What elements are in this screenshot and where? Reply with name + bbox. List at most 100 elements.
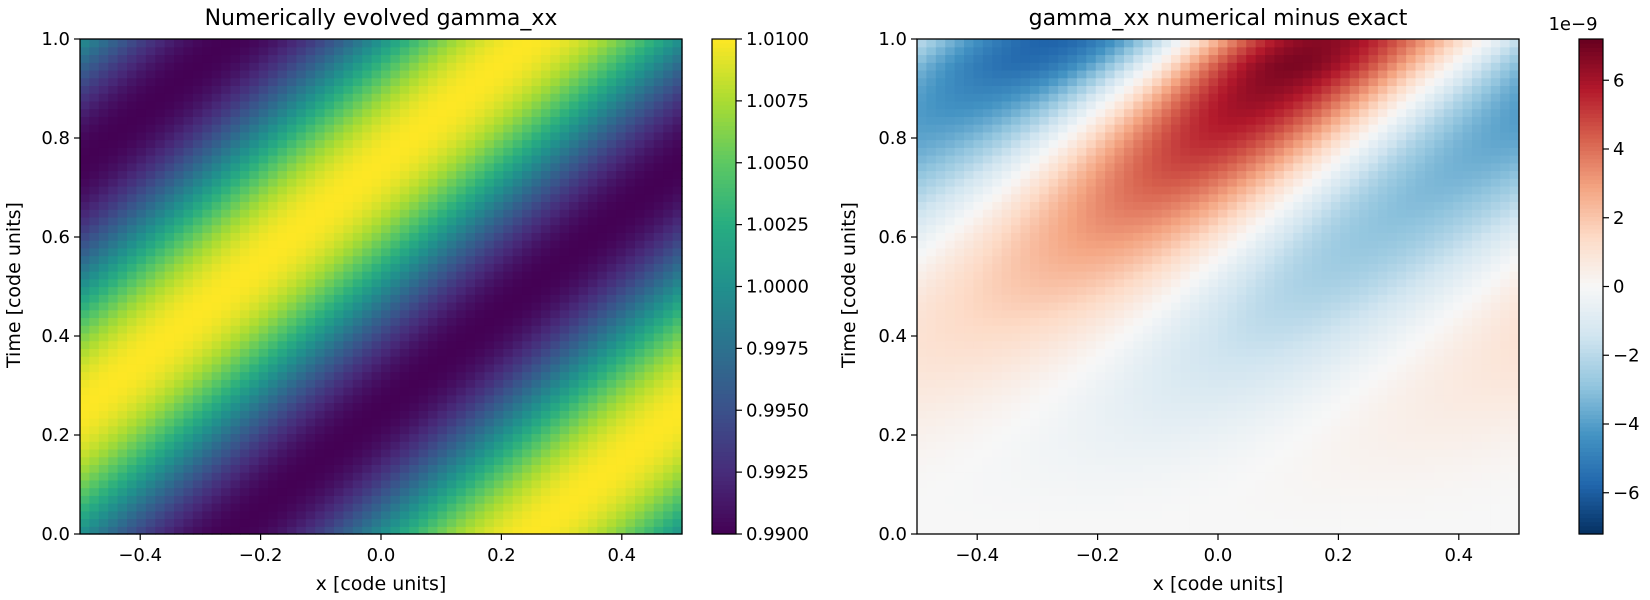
- heatmap-cell: [644, 363, 655, 373]
- heatmap-cell: [503, 479, 514, 489]
- heatmap-cell: [324, 247, 335, 257]
- heatmap-cell: [1048, 510, 1059, 520]
- heatmap-cell: [587, 209, 598, 218]
- heatmap-cell: [381, 309, 392, 319]
- heatmap-cell: [559, 124, 570, 133]
- colorbar-cell: [712, 521, 736, 527]
- heatmap-cell: [634, 147, 645, 156]
- heatmap-cell: [503, 193, 514, 203]
- heatmap-cell: [973, 518, 984, 527]
- heatmap-cell: [409, 340, 420, 349]
- heatmap-cell: [80, 139, 91, 148]
- heatmap-cell: [625, 271, 636, 280]
- heatmap-cell: [1330, 503, 1341, 512]
- heatmap-cell: [343, 464, 354, 473]
- heatmap-cell: [98, 85, 109, 94]
- heatmap-cell: [89, 479, 100, 489]
- heatmap-cell: [296, 185, 307, 195]
- heatmap-cell: [174, 147, 185, 156]
- heatmap-cell: [174, 371, 185, 380]
- heatmap-cell: [672, 286, 683, 295]
- heatmap-cell: [371, 232, 382, 241]
- heatmap-cell: [550, 487, 561, 496]
- heatmap-cell: [352, 325, 363, 334]
- heatmap-cell: [1208, 487, 1219, 496]
- heatmap-cell: [371, 85, 382, 94]
- heatmap-cell: [1020, 441, 1031, 450]
- heatmap-cell: [531, 441, 542, 450]
- heatmap-cell: [399, 108, 410, 117]
- heatmap-cell: [644, 348, 655, 357]
- heatmap-cell: [268, 201, 279, 210]
- heatmap-cell: [108, 232, 119, 241]
- heatmap-cell: [569, 371, 580, 380]
- heatmap-cell: [973, 510, 984, 520]
- heatmap-cell: [446, 201, 457, 210]
- heatmap-cell: [305, 441, 316, 450]
- heatmap-cell: [540, 441, 551, 450]
- heatmap-cell: [164, 363, 175, 373]
- heatmap-cell: [98, 510, 109, 520]
- heatmap-cell: [305, 456, 316, 465]
- heatmap-cell: [1189, 510, 1200, 520]
- heatmap-cell: [1312, 526, 1323, 535]
- heatmap-cell: [522, 332, 533, 342]
- heatmap-cell: [625, 247, 636, 257]
- heatmap-cell: [446, 46, 457, 56]
- heatmap-cell: [155, 62, 166, 71]
- heatmap-cell: [653, 209, 664, 218]
- heatmap-cell: [174, 100, 185, 110]
- heatmap-cell: [512, 116, 523, 125]
- heatmap-cell: [428, 54, 439, 63]
- heatmap-cell: [343, 340, 354, 349]
- heatmap-cell: [503, 503, 514, 512]
- heatmap-cell: [221, 309, 232, 319]
- heatmap-cell: [108, 363, 119, 373]
- heatmap-cell: [352, 39, 363, 48]
- heatmap-cell: [343, 487, 354, 496]
- heatmap-cell: [202, 255, 213, 264]
- heatmap-cell: [127, 371, 138, 380]
- heatmap-cell: [305, 518, 316, 527]
- heatmap-cell: [1189, 526, 1200, 535]
- heatmap-cell: [559, 340, 570, 349]
- heatmap-cell: [484, 255, 495, 264]
- heatmap-cell: [211, 240, 222, 249]
- heatmap-cell: [80, 108, 91, 117]
- heatmap-cell: [522, 131, 533, 141]
- heatmap-cell: [268, 301, 279, 311]
- heatmap-cell: [982, 441, 993, 450]
- heatmap-cell: [399, 371, 410, 380]
- heatmap-cell: [1246, 526, 1257, 535]
- heatmap-cell: [465, 371, 476, 380]
- heatmap-cell: [305, 46, 316, 56]
- heatmap-cell: [174, 294, 185, 303]
- heatmap-cell: [381, 394, 392, 404]
- heatmap-cell: [475, 201, 486, 210]
- heatmap-cell: [465, 193, 476, 203]
- heatmap-cell: [80, 363, 91, 373]
- heatmap-cell: [672, 240, 683, 249]
- heatmap-cell: [559, 100, 570, 110]
- heatmap-cell: [531, 77, 542, 86]
- heatmap-cell: [136, 433, 147, 442]
- heatmap-cell: [343, 162, 354, 172]
- heatmap-cell: [145, 518, 156, 527]
- heatmap-cell: [634, 131, 645, 141]
- heatmap-cell: [258, 108, 269, 117]
- heatmap-cell: [343, 170, 354, 179]
- heatmap-cell: [249, 124, 260, 133]
- heatmap-cell: [98, 464, 109, 473]
- heatmap-cell: [145, 170, 156, 179]
- heatmap-cell: [221, 301, 232, 311]
- heatmap-cell: [644, 147, 655, 156]
- heatmap-cell: [324, 464, 335, 473]
- heatmap-cell: [239, 209, 250, 218]
- heatmap-cell: [1039, 448, 1050, 458]
- heatmap-cell: [1490, 503, 1501, 512]
- heatmap-cell: [428, 263, 439, 272]
- heatmap-cell: [616, 487, 627, 496]
- heatmap-cell: [484, 495, 495, 504]
- heatmap-cell: [136, 371, 147, 380]
- heatmap-cell: [183, 332, 194, 342]
